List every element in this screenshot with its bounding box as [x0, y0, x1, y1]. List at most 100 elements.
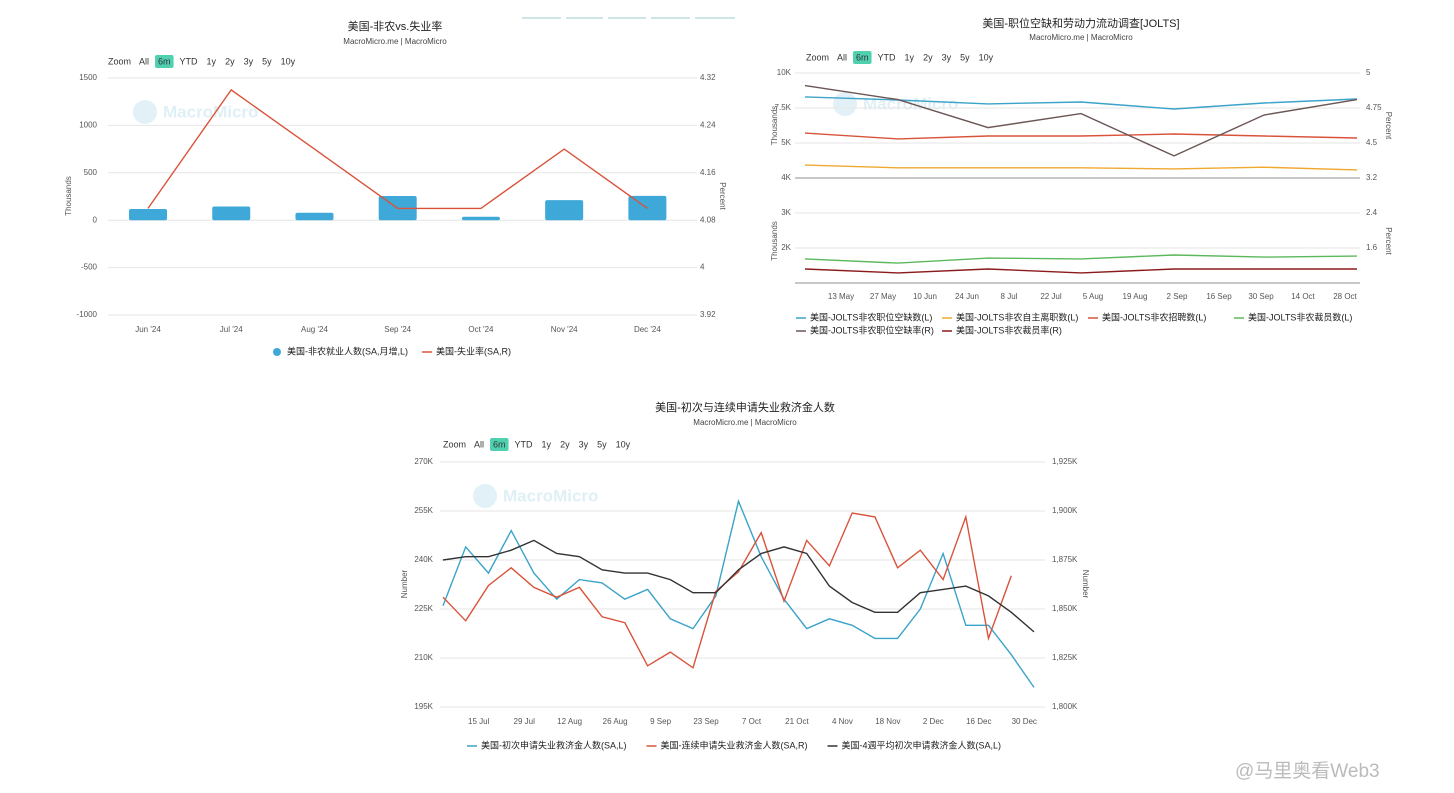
y2-tick-label: 2.4: [1366, 208, 1378, 217]
legend-item[interactable]: 美国-非农就业人数(SA,月增,L): [273, 345, 408, 356]
legend-label[interactable]: 美国-失业率(SA,R): [436, 345, 511, 356]
legend-label[interactable]: 美国-JOLTS非农裁员数(L): [1248, 311, 1352, 322]
zoom-button[interactable]: All: [139, 56, 149, 66]
zoom-button[interactable]: 6m: [490, 438, 509, 451]
zoom-button-label[interactable]: YTD: [515, 439, 534, 449]
chart-subtitle: MacroMicro.me | MacroMicro: [343, 37, 447, 46]
zoom-button-label[interactable]: 6m: [856, 52, 869, 62]
zoom-button-label[interactable]: 3y: [579, 439, 589, 449]
footer-watermark: @马里奥看Web3: [1235, 760, 1380, 782]
legend-item[interactable]: 美国-4週平均初次申请救济金人数(SA,L): [827, 739, 1002, 750]
zoom-button[interactable]: 10y: [281, 56, 296, 66]
zoom-button-label[interactable]: 2y: [923, 52, 933, 62]
legend-item[interactable]: 美国-JOLTS非农职位空缺率(R): [796, 324, 934, 335]
y-tick-label: 255K: [414, 506, 433, 515]
legend-label[interactable]: 美国-4週平均初次申请救济金人数(SA,L): [842, 739, 1002, 750]
zoom-button[interactable]: 2y: [923, 52, 933, 62]
zoom-button[interactable]: 1y: [542, 439, 552, 449]
zoom-button[interactable]: 3y: [244, 56, 254, 66]
x-tick-label: 19 Aug: [1123, 292, 1148, 301]
y-tick-label: 225K: [414, 604, 433, 613]
x-tick-label: Jun '24: [135, 325, 161, 334]
legend-item[interactable]: 美国-JOLTS非农裁员率(R): [942, 324, 1062, 335]
legend-marker: [273, 348, 281, 356]
y2-tick-label: 1,900K: [1052, 506, 1078, 515]
zoom-label: Zoom: [443, 439, 466, 449]
zoom-button[interactable]: 3y: [942, 52, 952, 62]
legend-item[interactable]: 美国-JOLTS非农职位空缺数(L): [796, 311, 932, 322]
zoom-button-label[interactable]: 3y: [942, 52, 952, 62]
zoom-button[interactable]: 5y: [597, 439, 607, 449]
zoom-button-label[interactable]: All: [474, 439, 484, 449]
series-line: [442, 498, 1035, 688]
zoom-button[interactable]: 1y: [207, 56, 217, 66]
zoom-button-label[interactable]: 10y: [281, 56, 296, 66]
zoom-selected: [155, 55, 174, 68]
zoom-button-label[interactable]: 6m: [158, 56, 171, 66]
y-tick-label: 7.5K: [775, 103, 792, 112]
y-tick-label: -1000: [77, 310, 98, 319]
chart: 美国-初次与连续申请失业救济金人数 MacroMicro.me | MacroMi…: [400, 400, 1090, 750]
zoom-button[interactable]: 2y: [560, 439, 570, 449]
zoom-button-label[interactable]: 5y: [262, 56, 272, 66]
legend-label[interactable]: 美国-JOLTS非农招聘数(L): [1102, 311, 1206, 322]
legend-item[interactable]: 美国-JOLTS非农招聘数(L): [1088, 311, 1206, 322]
zoom-button-label[interactable]: 6m: [493, 439, 506, 449]
watermark-logo: [133, 100, 157, 124]
x-tick-label: 15 Jul: [468, 717, 490, 726]
legend-label[interactable]: 美国-JOLTS非农职位空缺率(R): [810, 324, 934, 335]
zoom-button[interactable]: YTD: [180, 56, 199, 66]
zoom-button[interactable]: 5y: [262, 56, 272, 66]
zoom-button[interactable]: 6m: [155, 55, 174, 68]
legend-item[interactable]: 美国-JOLTS非农裁员数(L): [1234, 311, 1352, 322]
legend-label[interactable]: 美国-连续申请失业救济金人数(SA,R): [661, 739, 808, 750]
x-tick-label: 26 Aug: [603, 717, 628, 726]
legend-label[interactable]: 美国-JOLTS非农职位空缺数(L): [810, 311, 932, 322]
zoom-button[interactable]: 10y: [616, 439, 631, 449]
legend-item[interactable]: 美国-连续申请失业救济金人数(SA,R): [646, 739, 808, 750]
zoom-button-label[interactable]: 1y: [207, 56, 217, 66]
watermark: MacroMicro: [133, 100, 258, 124]
x-tick-label: 16 Sep: [1206, 292, 1232, 301]
zoom-button[interactable]: 3y: [579, 439, 589, 449]
legend-label[interactable]: 美国-非农就业人数(SA,月增,L): [287, 345, 408, 356]
chart-title: 美国-职位空缺和劳动力流动调查[JOLTS]: [982, 16, 1179, 30]
zoom-button[interactable]: 10y: [979, 52, 994, 62]
zoom-button-label[interactable]: 10y: [979, 52, 994, 62]
legend-label[interactable]: 美国-JOLTS非农裁员率(R): [956, 324, 1062, 335]
zoom-button[interactable]: All: [474, 439, 484, 449]
y-tick-label: 2K: [781, 243, 791, 252]
zoom-button[interactable]: 2y: [225, 56, 235, 66]
zoom-button-label[interactable]: All: [139, 56, 149, 66]
y2-tick-label: 1,925K: [1052, 457, 1078, 466]
zoom-button[interactable]: YTD: [515, 439, 534, 449]
zoom-button-label[interactable]: 2y: [225, 56, 235, 66]
zoom-button[interactable]: 6m: [853, 51, 872, 64]
x-tick-label: 10 Jun: [913, 292, 937, 301]
y-axis-label: Thousands: [64, 176, 73, 216]
zoom-button-label[interactable]: 5y: [597, 439, 607, 449]
x-tick-label: 2 Dec: [923, 717, 944, 726]
zoom-button[interactable]: All: [837, 52, 847, 62]
watermark-text: MacroMicro: [163, 102, 258, 121]
zoom-button[interactable]: 1y: [905, 52, 915, 62]
legend-item[interactable]: 美国-初次申请失业救济金人数(SA,L): [467, 739, 627, 750]
legend-item[interactable]: 美国-失业率(SA,R): [422, 345, 511, 356]
zoom-button-label[interactable]: 1y: [905, 52, 915, 62]
zoom-button-label[interactable]: YTD: [180, 56, 199, 66]
zoom-button-label[interactable]: 2y: [560, 439, 570, 449]
zoom-button-label[interactable]: 1y: [542, 439, 552, 449]
zoom-button[interactable]: 5y: [960, 52, 970, 62]
zoom-button-label[interactable]: 5y: [960, 52, 970, 62]
zoom-button[interactable]: YTD: [878, 52, 897, 62]
y2-tick-label: 4: [700, 263, 705, 272]
legend-label[interactable]: 美国-JOLTS非农自主离职数(L): [956, 311, 1078, 322]
legend-label[interactable]: 美国-初次申请失业救济金人数(SA,L): [481, 739, 627, 750]
zoom-button-label[interactable]: YTD: [878, 52, 897, 62]
zoom-button-label[interactable]: 10y: [616, 439, 631, 449]
zoom-button-label[interactable]: 3y: [244, 56, 254, 66]
y-tick-label: 240K: [414, 555, 433, 564]
x-tick-label: 23 Sep: [693, 717, 719, 726]
legend-item[interactable]: 美国-JOLTS非农自主离职数(L): [942, 311, 1078, 322]
zoom-button-label[interactable]: All: [837, 52, 847, 62]
